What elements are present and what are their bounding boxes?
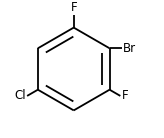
Text: F: F — [122, 89, 128, 102]
Text: Cl: Cl — [14, 89, 26, 102]
Text: F: F — [70, 1, 77, 14]
Text: Br: Br — [123, 42, 136, 55]
